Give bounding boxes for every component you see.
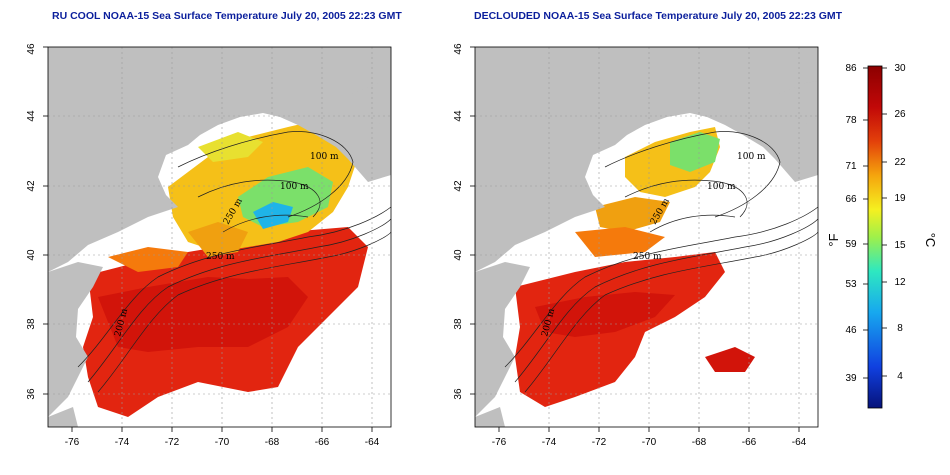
colorbar-c-tick: 26 <box>894 109 906 120</box>
left-y-tick: 42 <box>26 180 37 192</box>
colorbar-f-tick: 59 <box>845 239 857 250</box>
left-map-panel: 100 m 100 m 250 m 250 m 200 m -76 -74 -7… <box>26 43 392 448</box>
right-y-tick: 44 <box>453 110 464 122</box>
colorbar-c-tick: 19 <box>894 193 906 204</box>
right-y-tick: 40 <box>453 249 464 261</box>
colorbar-unit-fahrenheit: °F <box>826 233 841 246</box>
right-x-tick: -64 <box>792 437 807 448</box>
right-panel-title: DECLOUDED NOAA-15 Sea Surface Temperatur… <box>474 10 843 22</box>
left-x-tick: -66 <box>315 437 330 448</box>
left-y-axis: 36 38 40 42 44 46 <box>26 43 48 400</box>
right-sst-field <box>475 109 755 407</box>
left-y-tick: 38 <box>26 318 37 330</box>
left-y-tick: 44 <box>26 110 37 122</box>
colorbar: 86 78 71 66 59 53 46 39 30 26 22 19 15 1… <box>826 63 938 409</box>
right-x-tick: -68 <box>692 437 707 448</box>
colorbar-f-tick: 53 <box>845 279 857 290</box>
left-bathymetry-contours <box>77 131 392 393</box>
left-contour-label-4: 250 m <box>206 252 235 262</box>
right-contour-label-2: 100 m <box>707 182 736 192</box>
right-x-axis: -76 -74 -72 -70 -68 -66 -64 <box>492 427 807 448</box>
left-y-tick: 40 <box>26 249 37 261</box>
left-panel-title: RU COOL NOAA-15 Sea Surface Temperature … <box>52 10 402 22</box>
colorbar-f-tick: 46 <box>845 325 857 336</box>
left-y-tick: 46 <box>26 43 37 55</box>
right-contour-label-4: 250 m <box>633 252 662 262</box>
left-x-tick: -72 <box>165 437 180 448</box>
left-x-tick: -64 <box>365 437 380 448</box>
colorbar-f-tick: 71 <box>845 161 857 172</box>
right-graticule <box>475 47 818 427</box>
right-y-axis: 36 38 40 42 44 46 <box>453 43 475 400</box>
left-x-tick: -76 <box>65 437 80 448</box>
colorbar-c-tick: 8 <box>897 323 903 334</box>
colorbar-c-tick: 22 <box>894 157 906 168</box>
right-x-tick: -72 <box>592 437 607 448</box>
colorbar-c-tick: 4 <box>897 371 903 382</box>
colorbar-f-tick: 78 <box>845 115 857 126</box>
left-x-axis: -76 -74 -72 -70 -68 -66 -64 <box>65 427 380 448</box>
colorbar-f-tick: 86 <box>845 63 857 74</box>
left-y-tick: 36 <box>26 388 37 400</box>
right-map-frame <box>474 46 819 428</box>
left-x-tick: -74 <box>115 437 130 448</box>
right-x-tick: -70 <box>642 437 657 448</box>
colorbar-gradient <box>867 65 883 409</box>
left-contour-label-1: 100 m <box>310 152 339 162</box>
left-contour-label-2: 100 m <box>280 182 309 192</box>
left-graticule <box>48 47 391 427</box>
right-bathymetry-contours <box>504 131 819 393</box>
left-map-frame <box>47 46 392 428</box>
left-x-tick: -68 <box>265 437 280 448</box>
right-x-tick: -74 <box>542 437 557 448</box>
right-map-panel: 100 m 100 m 250 m 250 m 200 m -76 -74 -7… <box>453 43 819 448</box>
colorbar-unit-celsius: °C <box>923 233 938 248</box>
right-y-tick: 46 <box>453 43 464 55</box>
right-y-tick: 36 <box>453 388 464 400</box>
right-y-tick: 42 <box>453 180 464 192</box>
right-y-tick: 38 <box>453 318 464 330</box>
right-contour-label-1: 100 m <box>737 152 766 162</box>
colorbar-c-tick: 15 <box>894 240 906 251</box>
right-x-tick: -66 <box>742 437 757 448</box>
colorbar-f-tick: 66 <box>845 194 857 205</box>
left-x-tick: -70 <box>215 437 230 448</box>
colorbar-f-tick: 39 <box>845 373 857 384</box>
right-x-tick: -76 <box>492 437 507 448</box>
colorbar-c-tick: 30 <box>894 63 906 74</box>
colorbar-c-tick: 12 <box>894 277 906 288</box>
